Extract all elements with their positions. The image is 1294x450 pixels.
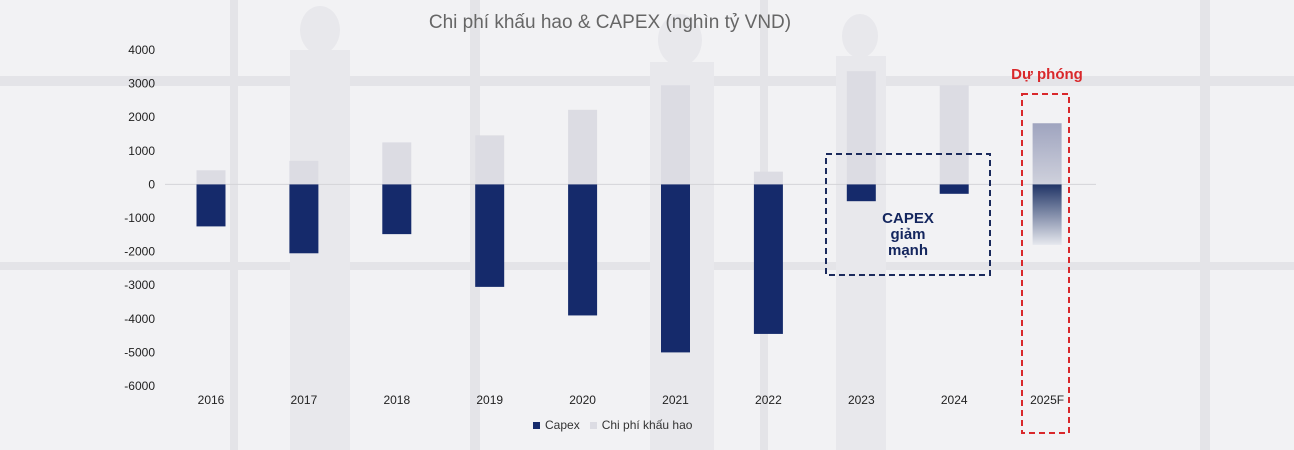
y-tick-label: -5000 bbox=[124, 345, 155, 359]
y-tick-label: -3000 bbox=[124, 278, 155, 292]
bar-capex bbox=[475, 184, 505, 287]
y-tick-label: -1000 bbox=[124, 211, 155, 225]
legend: Capex Chi phí khấu hao bbox=[533, 418, 702, 432]
y-tick-label: 0 bbox=[148, 177, 155, 191]
x-tick-label: 2022 bbox=[755, 393, 782, 407]
y-axis: 4000 3000 2000 1000 0 -1000 -2000 -3000 -4000 -50… bbox=[124, 43, 155, 393]
bar-depreciation bbox=[382, 142, 412, 185]
callout-line: mạnh bbox=[887, 242, 928, 259]
bar-capex bbox=[382, 184, 412, 235]
bar-capex bbox=[939, 184, 969, 194]
bar-depreciation bbox=[289, 160, 319, 185]
bar-depreciation bbox=[1032, 123, 1062, 185]
bar-capex bbox=[196, 184, 226, 227]
y-tick-label: 3000 bbox=[128, 77, 155, 91]
bar-capex bbox=[846, 184, 876, 202]
callout-line: CAPEX bbox=[882, 210, 934, 227]
legend-item-capex: Capex bbox=[533, 418, 580, 432]
legend-swatch-capex bbox=[533, 421, 540, 429]
bar-depreciation bbox=[846, 71, 876, 185]
legend-label-capex: Capex bbox=[545, 418, 580, 432]
x-tick-label: 2023 bbox=[848, 393, 875, 407]
callout-line: giảm bbox=[890, 226, 926, 243]
y-tick-label: 4000 bbox=[128, 43, 155, 57]
bar-capex bbox=[289, 184, 319, 254]
chart-title: Chi phí khấu hao & CAPEX (nghìn tỷ VND) bbox=[428, 12, 792, 33]
y-tick-label: -4000 bbox=[124, 312, 155, 326]
forecast-label: Dự phóng bbox=[1011, 66, 1083, 83]
x-tick-label: 2020 bbox=[569, 393, 596, 407]
y-tick-label: 1000 bbox=[128, 144, 155, 158]
y-tick-label: -2000 bbox=[124, 245, 155, 259]
bar-depreciation bbox=[661, 85, 690, 185]
x-tick-label: 2019 bbox=[476, 393, 503, 407]
bar-capex bbox=[1032, 184, 1062, 245]
x-axis: 2016 2017 2018 2019 2020 2021 2022 2023 2024 2025… bbox=[198, 393, 1064, 407]
legend-item-depreciation: Chi phí khấu hao bbox=[589, 418, 693, 432]
legend-swatch-depreciation bbox=[589, 421, 597, 429]
x-tick-label: 2021 bbox=[662, 393, 689, 407]
bar-capex bbox=[568, 184, 598, 316]
x-tick-label: 2016 bbox=[198, 393, 225, 407]
x-tick-label: 2024 bbox=[941, 393, 968, 407]
bar-capex bbox=[661, 184, 690, 353]
bar-depreciation bbox=[568, 109, 598, 185]
x-tick-label: 2025F bbox=[1030, 393, 1064, 407]
y-tick-label: -6000 bbox=[124, 379, 155, 393]
legend-label-depreciation: Chi phí khấu hao bbox=[601, 418, 693, 432]
y-tick-label: 2000 bbox=[128, 110, 155, 124]
bar-depreciation bbox=[753, 171, 783, 185]
bars bbox=[196, 71, 1062, 353]
bar-depreciation bbox=[939, 85, 969, 185]
capex-callout-box bbox=[825, 153, 991, 276]
bar-capex bbox=[753, 184, 783, 334]
x-tick-label: 2017 bbox=[291, 393, 318, 407]
x-tick-label: 2018 bbox=[383, 393, 410, 407]
forecast-box bbox=[1021, 93, 1070, 434]
bar-depreciation bbox=[475, 135, 505, 185]
capex-callout-text: CAPEX giảm mạnh bbox=[852, 211, 964, 259]
bar-depreciation bbox=[196, 170, 226, 185]
